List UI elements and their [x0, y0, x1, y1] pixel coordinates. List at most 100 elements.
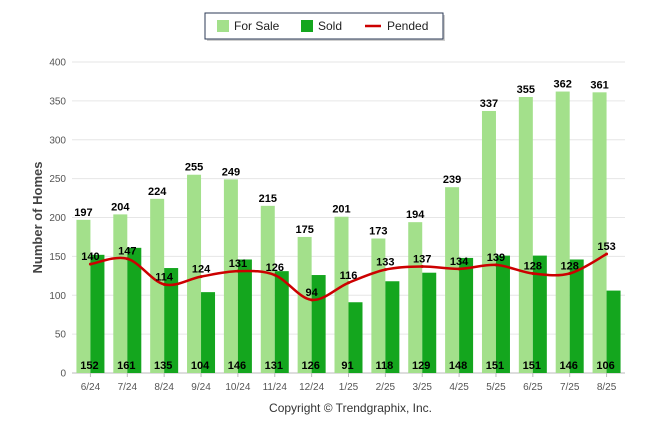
x-tick-label: 1/25	[339, 382, 359, 393]
bar-sold	[495, 255, 510, 373]
y-tick-label: 250	[49, 174, 66, 185]
legend-swatch	[301, 20, 313, 32]
data-label-for-sale: 194	[406, 209, 425, 221]
data-label-pended: 94	[306, 287, 319, 299]
x-tick-label: 3/25	[412, 382, 432, 393]
legend-box	[204, 12, 444, 40]
bar-sold	[164, 268, 179, 373]
data-label-sold: 152	[80, 360, 98, 372]
y-tick-label: 100	[49, 291, 66, 302]
x-tick-label: 9/24	[191, 382, 211, 393]
pended-point	[457, 267, 461, 271]
data-label-for-sale: 224	[148, 186, 167, 198]
bar-sold	[127, 247, 142, 373]
data-label-for-sale: 337	[480, 98, 498, 110]
pended-point	[310, 298, 314, 302]
pended-point	[273, 273, 277, 277]
bar-for-sale	[334, 216, 349, 373]
legend-label: For Sale	[234, 19, 280, 33]
x-axis: 6/24 7/24 8/24 9/24 10/24 11/24 12/24 1/25 2/25 3…	[81, 373, 617, 393]
data-label-sold: 135	[154, 360, 172, 372]
data-label-sold: 129	[412, 360, 430, 372]
y-tick-label: 200	[49, 213, 66, 224]
data-label-for-sale: 239	[443, 174, 461, 186]
bar-for-sale	[592, 92, 607, 373]
bar-for-sale	[76, 219, 91, 373]
data-label-for-sale: 249	[222, 166, 240, 178]
data-label-sold: 126	[301, 360, 319, 372]
bar-sold	[606, 290, 621, 373]
data-label-sold: 151	[523, 360, 541, 372]
pended-point	[347, 281, 350, 285]
data-label-sold: 146	[228, 360, 246, 372]
pended-point	[420, 264, 424, 268]
data-label-pended: 126	[266, 262, 284, 274]
data-label-sold: 106	[596, 360, 614, 372]
y-tick-label: 350	[49, 96, 66, 107]
bar-for-sale	[260, 205, 275, 373]
y-axis-title: Number of Homes	[30, 162, 45, 274]
bar-sold	[532, 255, 547, 373]
data-label-sold: 131	[265, 360, 283, 372]
x-tick-label: 10/24	[225, 382, 250, 393]
bar-for-sale	[223, 179, 238, 373]
pended-point	[531, 271, 535, 275]
legend-swatch	[217, 20, 229, 32]
bar-sold	[90, 254, 105, 373]
bar-sold	[569, 259, 584, 373]
bar-for-sale	[113, 214, 128, 373]
bar-sold	[348, 302, 363, 373]
pended-point	[162, 282, 166, 286]
data-label-for-sale: 255	[185, 162, 203, 174]
data-label-for-sale: 204	[111, 201, 130, 213]
data-label-sold: 161	[117, 360, 135, 372]
pended-point	[494, 263, 498, 267]
pended-point	[568, 271, 572, 275]
x-tick-label: 6/24	[81, 382, 101, 393]
bar-for-sale	[408, 222, 423, 373]
bar-sold	[237, 259, 252, 373]
pended-line-group	[88, 252, 609, 302]
x-tick-label: 11/24	[263, 382, 288, 393]
data-labels: 197 152 204 161 224 135 255 104 249 146 215 131 175 1…	[74, 79, 615, 372]
data-label-sold: 148	[449, 360, 467, 372]
legend-label: Sold	[318, 19, 342, 33]
data-label-for-sale: 362	[554, 79, 572, 91]
data-label-pended: 147	[118, 246, 136, 258]
bar-for-sale	[518, 96, 533, 374]
data-label-for-sale: 197	[74, 207, 92, 219]
bar-sold	[201, 292, 216, 373]
x-tick-label: 2/25	[376, 382, 396, 393]
bar-for-sale	[481, 110, 496, 374]
bar-for-sale	[297, 236, 312, 373]
x-tick-label: 6/25	[523, 382, 543, 393]
y-tick-label: 0	[60, 369, 66, 380]
bars	[76, 91, 621, 374]
x-tick-label: 4/25	[449, 382, 469, 393]
data-label-for-sale: 175	[295, 224, 313, 236]
data-label-pended: 131	[229, 258, 247, 270]
bar-for-sale	[555, 91, 570, 374]
data-label-for-sale: 173	[369, 225, 387, 237]
x-tick-label: 8/25	[597, 382, 617, 393]
data-label-for-sale: 215	[259, 193, 277, 205]
data-label-pended: 153	[597, 241, 615, 253]
data-label-pended: 137	[413, 253, 431, 265]
data-label-sold: 146	[560, 360, 578, 372]
bar-sold	[274, 271, 289, 373]
data-label-pended: 140	[81, 251, 99, 263]
data-label-sold: 104	[191, 360, 210, 372]
y-axis: 0 50 100 150 200 250 300 350 400	[49, 58, 66, 380]
data-label-for-sale: 361	[590, 79, 608, 91]
legend: For Sale Sold Pended	[204, 12, 445, 41]
pended-point	[383, 268, 387, 272]
x-tick-label: 5/25	[486, 382, 506, 393]
data-label-sold: 151	[486, 360, 504, 372]
bar-sold	[459, 257, 474, 373]
bar-sold	[422, 272, 437, 373]
x-tick-label: 8/24	[154, 382, 174, 393]
pended-point	[88, 262, 92, 266]
bar-sold	[385, 281, 400, 373]
data-label-pended: 128	[524, 260, 542, 272]
